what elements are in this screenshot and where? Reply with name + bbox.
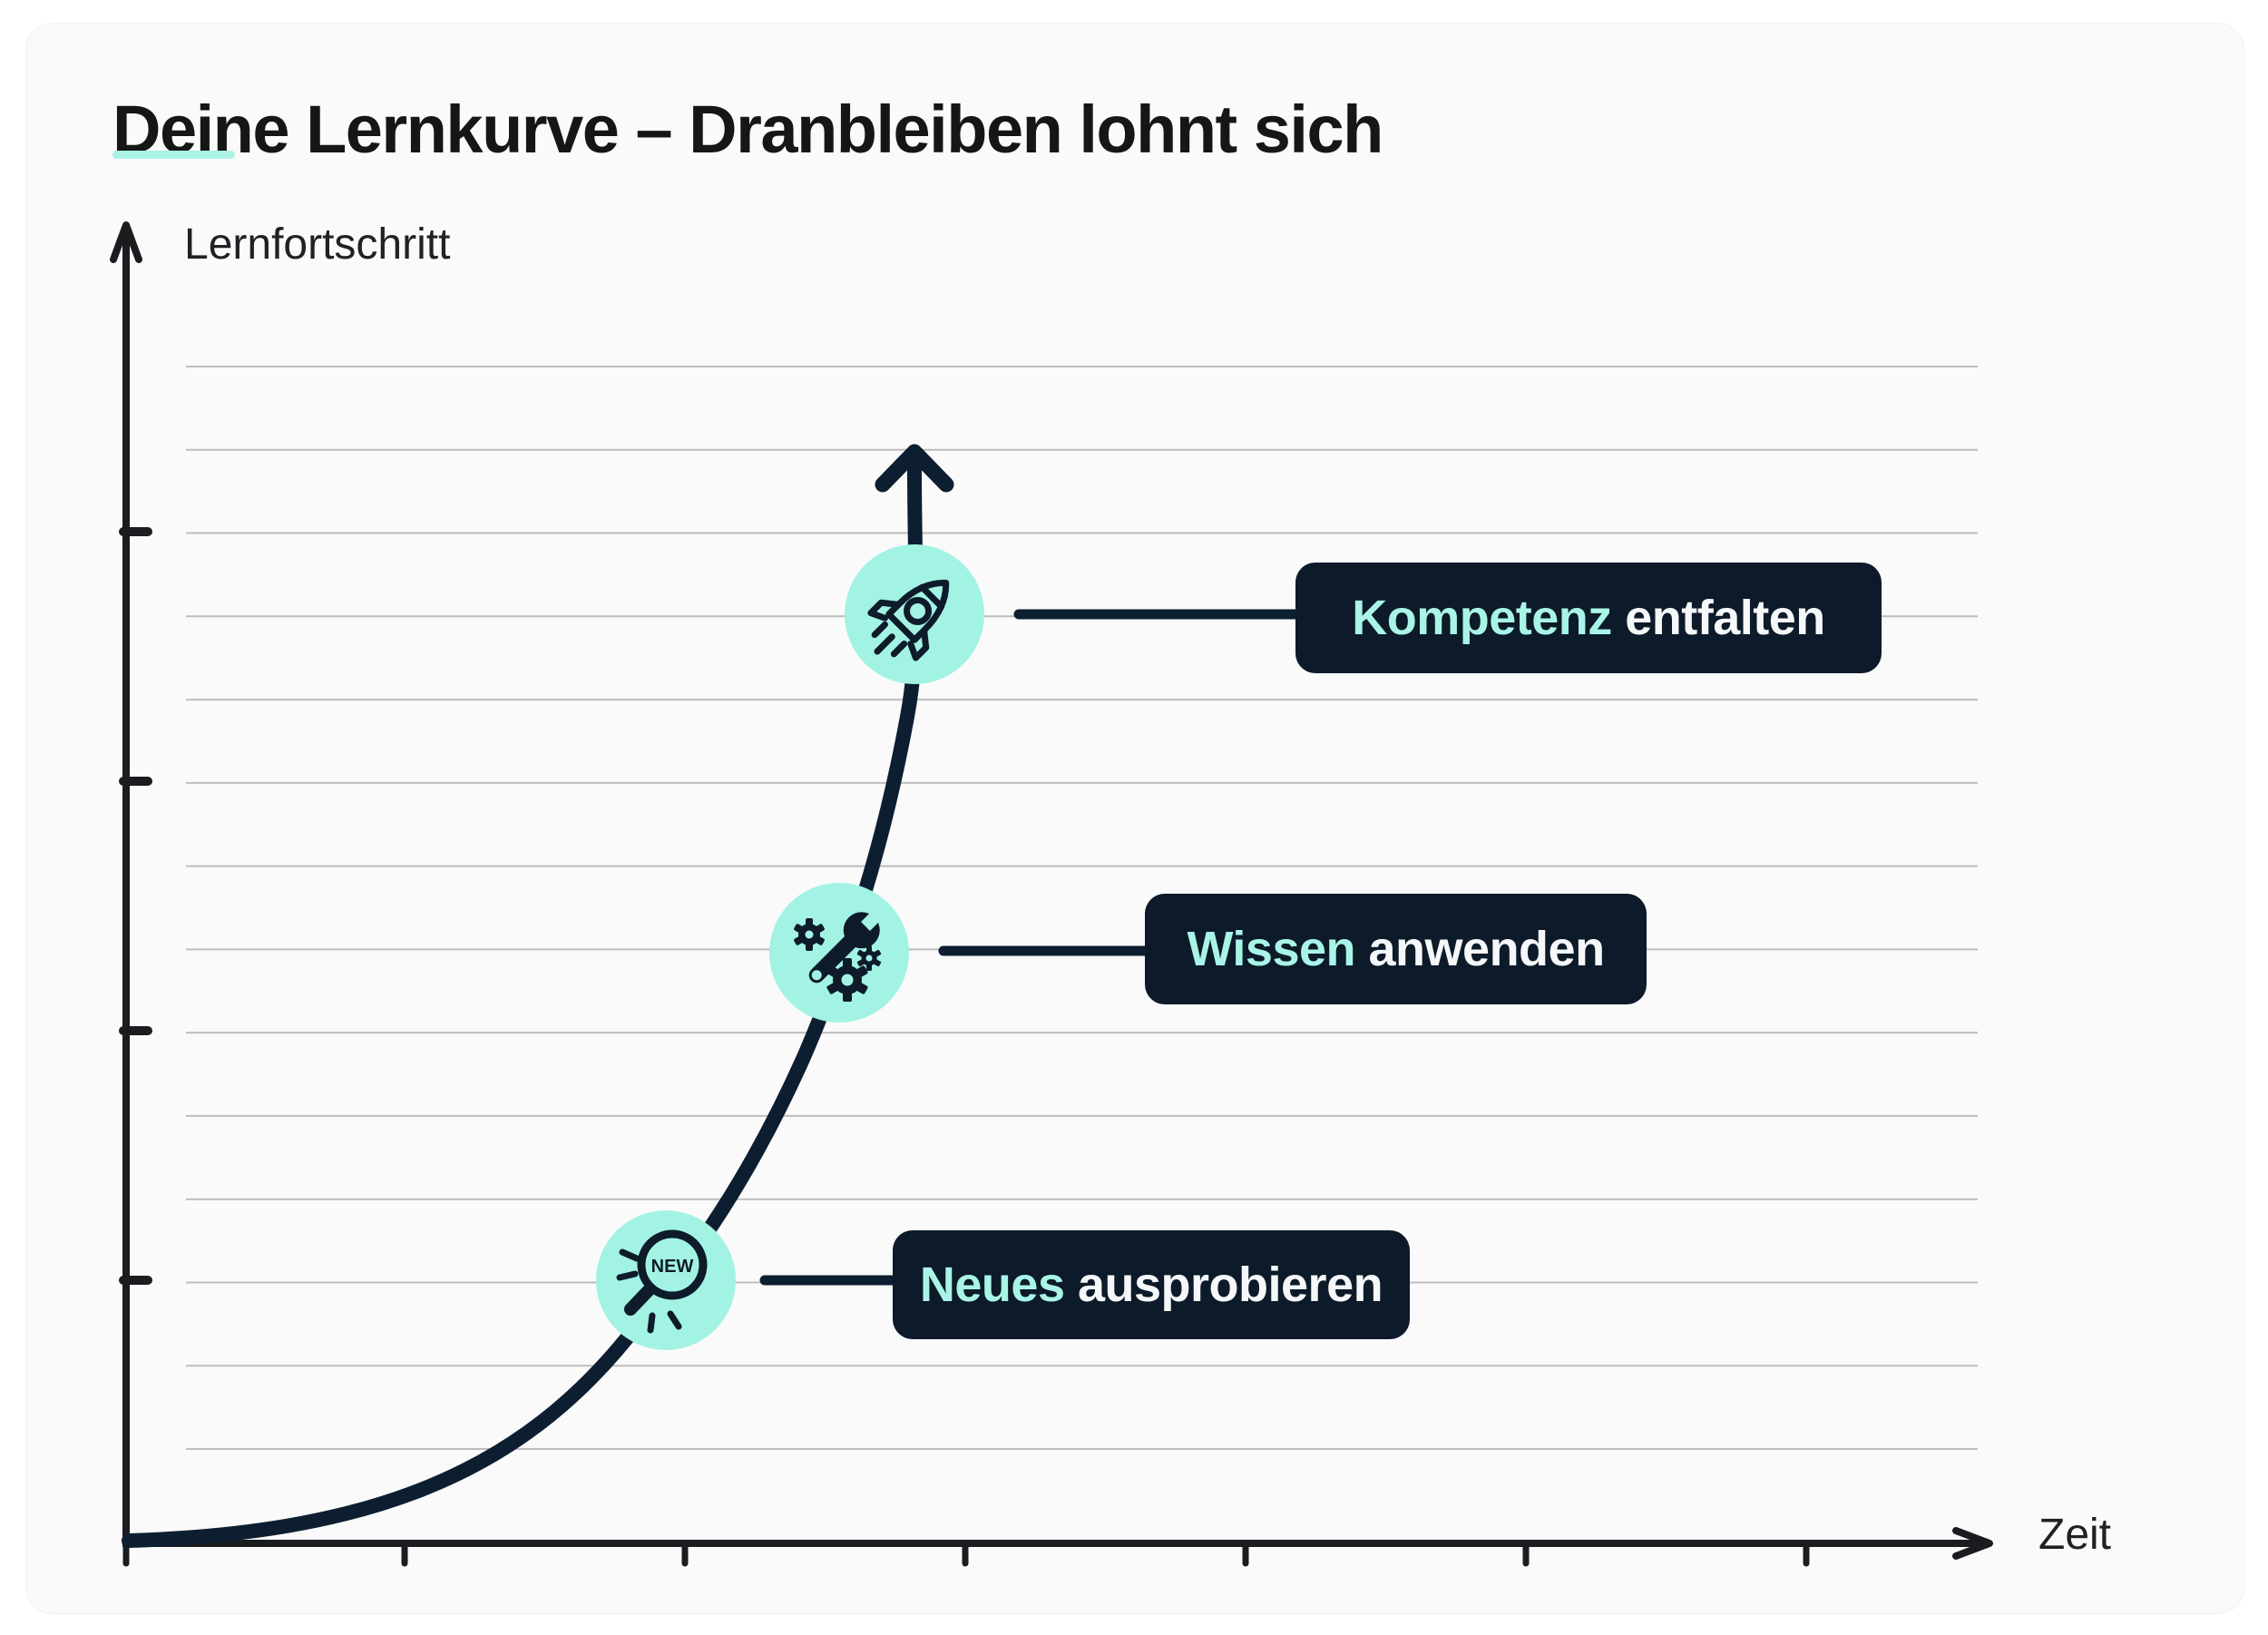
wrench-shape [808,904,888,984]
rocket-icon [867,579,950,661]
y-axis-label: Lernfortschritt [184,220,451,269]
milestone-badge-wissen [769,883,909,1023]
magnifier-new-icon: NEW [616,1229,708,1334]
x-axis-ticks [122,1543,1810,1567]
curve-arrowhead-icon [875,444,954,493]
page-title: Deine Lernkurve – Dranbleiben lohnt sich [112,91,1383,167]
gear-small [794,918,825,951]
x-axis-label: Zeit [2038,1511,2112,1559]
milestone-label-rest: anwenden [1355,922,1606,976]
milestone-label-kompetenz: Kompetenz entfalten [1295,563,1882,673]
title-accent-underline [112,151,235,159]
x-axis-arrowhead-icon [1952,1527,1993,1560]
y-axis-arrowhead-icon [110,221,142,263]
milestone-connectors [759,609,1304,1286]
milestone-label-neues: Neues ausprobieren [893,1230,1410,1339]
gear-medium [826,958,868,1002]
card-background [25,23,2244,1614]
milestone-label-accent: Kompetenz [1352,591,1612,645]
milestone-label-rest: ausprobieren [1064,1258,1383,1312]
milestone-badge-neues: NEW [596,1210,736,1350]
y-axis-ticks [119,527,152,1285]
axes [110,221,1993,1567]
milestone-label-accent: Wissen [1187,922,1356,976]
milestone-label-rest: entfalten [1611,591,1825,645]
badge-new-text: NEW [651,1257,694,1277]
gear-tiny [856,945,882,971]
wrench-gears-icon [794,904,888,1002]
milestone-label-wissen: Wissen anwenden [1145,894,1647,1004]
milestone-label-accent: Neues [919,1258,1065,1312]
milestone-badge-kompetenz [845,544,984,684]
